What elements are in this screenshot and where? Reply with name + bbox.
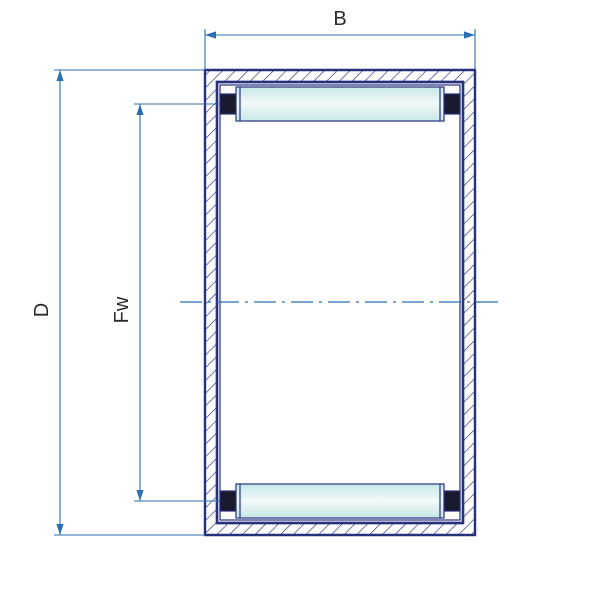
label-D: D [31, 303, 53, 317]
bottom-roller-body [236, 484, 444, 518]
arrowhead [136, 490, 143, 501]
label-B: B [333, 8, 346, 30]
arrowhead [205, 31, 216, 38]
arrowhead [56, 524, 63, 535]
bottom-roller-cage-right [444, 491, 460, 511]
top-roller-cage-right [444, 94, 460, 114]
bottom-roller-cage-left [220, 491, 236, 511]
label-Fw: Fw [111, 296, 133, 323]
arrowhead [56, 70, 63, 81]
top-roller-body [236, 87, 444, 121]
arrowhead [464, 31, 475, 38]
top-roller-cage-left [220, 94, 236, 114]
arrowhead [136, 104, 143, 115]
